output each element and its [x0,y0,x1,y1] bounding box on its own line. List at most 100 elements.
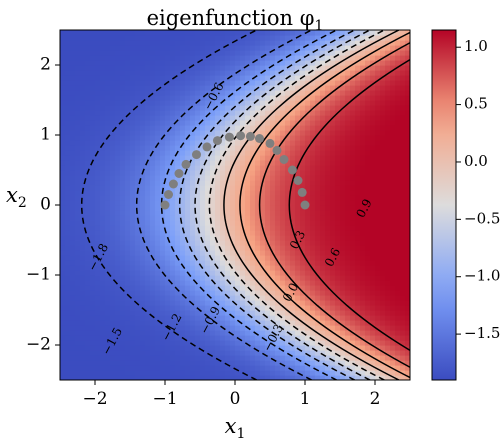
heatmap-cell [320,320,326,326]
heatmap-cell [295,235,301,241]
heatmap-cell [325,305,331,311]
heatmap-cell [220,250,226,256]
heatmap-cell [280,270,286,276]
heatmap-cell [275,70,281,76]
heatmap-cell [140,140,146,146]
heatmap-cell [340,90,346,96]
heatmap-cell [300,210,306,216]
heatmap-cell [200,320,206,326]
heatmap-cell [250,55,256,61]
heatmap-cell [350,105,356,111]
heatmap-cell [200,275,206,281]
heatmap-cell [150,145,156,151]
heatmap-cell [70,165,76,171]
heatmap-cell [200,110,206,116]
heatmap-cell [310,300,316,306]
heatmap-cell [245,75,251,81]
heatmap-cell [385,155,391,161]
heatmap-cell [165,95,171,101]
heatmap-cell [265,325,271,331]
heatmap-cell [295,250,301,256]
heatmap-cell [80,95,86,101]
heatmap-cell [295,70,301,76]
heatmap-cell [280,250,286,256]
heatmap-cell [120,100,126,106]
heatmap-cell [360,135,366,141]
heatmap-cell [365,135,371,141]
heatmap-cell [330,95,336,101]
heatmap-cell [120,190,126,196]
heatmap-cell [175,375,181,380]
heatmap-cell [395,210,401,216]
heatmap-cell [355,230,361,236]
heatmap-cell [380,300,386,306]
heatmap-cell [190,100,196,106]
heatmap-cell [365,300,371,306]
heatmap-cell [240,95,246,101]
heatmap-cell [200,230,206,236]
heatmap-cell [345,140,351,146]
heatmap-cell [245,260,251,266]
heatmap-cell [240,235,246,241]
heatmap-cell [355,120,361,126]
heatmap-cell [165,50,171,56]
heatmap-cell [240,360,246,366]
heatmap-cell [395,120,401,126]
heatmap-cell [165,125,171,131]
heatmap-cell [80,235,86,241]
heatmap-cell [95,355,101,361]
heatmap-cell [185,335,191,341]
heatmap-cell [165,75,171,81]
heatmap-cell [370,370,376,376]
heatmap-cell [135,195,141,201]
heatmap-cell [360,235,366,241]
heatmap-cell [400,190,406,196]
heatmap-cell [270,160,276,166]
heatmap-cell [90,30,96,36]
heatmap-cell [170,195,176,201]
heatmap-cell [200,205,206,211]
heatmap-cell [150,300,156,306]
heatmap-cell [280,255,286,261]
heatmap-cell [215,160,221,166]
heatmap-cell [295,30,301,36]
heatmap-cell [90,110,96,116]
heatmap-cell [360,300,366,306]
heatmap-cell [120,295,126,301]
data-point [181,159,191,169]
heatmap-cell [390,305,396,311]
heatmap-cell [280,365,286,371]
heatmap-cell [160,120,166,126]
heatmap-cell [170,30,176,36]
heatmap-cell [385,185,391,191]
heatmap-cell [270,290,276,296]
heatmap-cell [180,260,186,266]
heatmap-cell [230,190,236,196]
heatmap-cell [390,140,396,146]
heatmap-cell [185,125,191,131]
heatmap-cell [290,130,296,136]
heatmap-cell [310,65,316,71]
heatmap-cell [95,50,101,56]
heatmap-cell [335,300,341,306]
heatmap-cell [335,60,341,66]
heatmap-cell [130,375,136,380]
heatmap-cell [305,225,311,231]
heatmap-cell [355,60,361,66]
heatmap-cell [330,45,336,51]
heatmap-cell [130,350,136,356]
heatmap-cell [150,80,156,86]
heatmap-cell [260,40,266,46]
heatmap-cell [200,295,206,301]
heatmap-cell [255,185,261,191]
heatmap-cell [305,100,311,106]
heatmap-cell [65,195,71,201]
heatmap-cell [150,260,156,266]
heatmap-cell [350,340,356,346]
heatmap-cell [260,85,266,91]
heatmap-cell [400,70,406,76]
heatmap-cell [325,200,331,206]
heatmap-cell [380,125,386,131]
heatmap-cell [185,95,191,101]
heatmap-cell [310,135,316,141]
